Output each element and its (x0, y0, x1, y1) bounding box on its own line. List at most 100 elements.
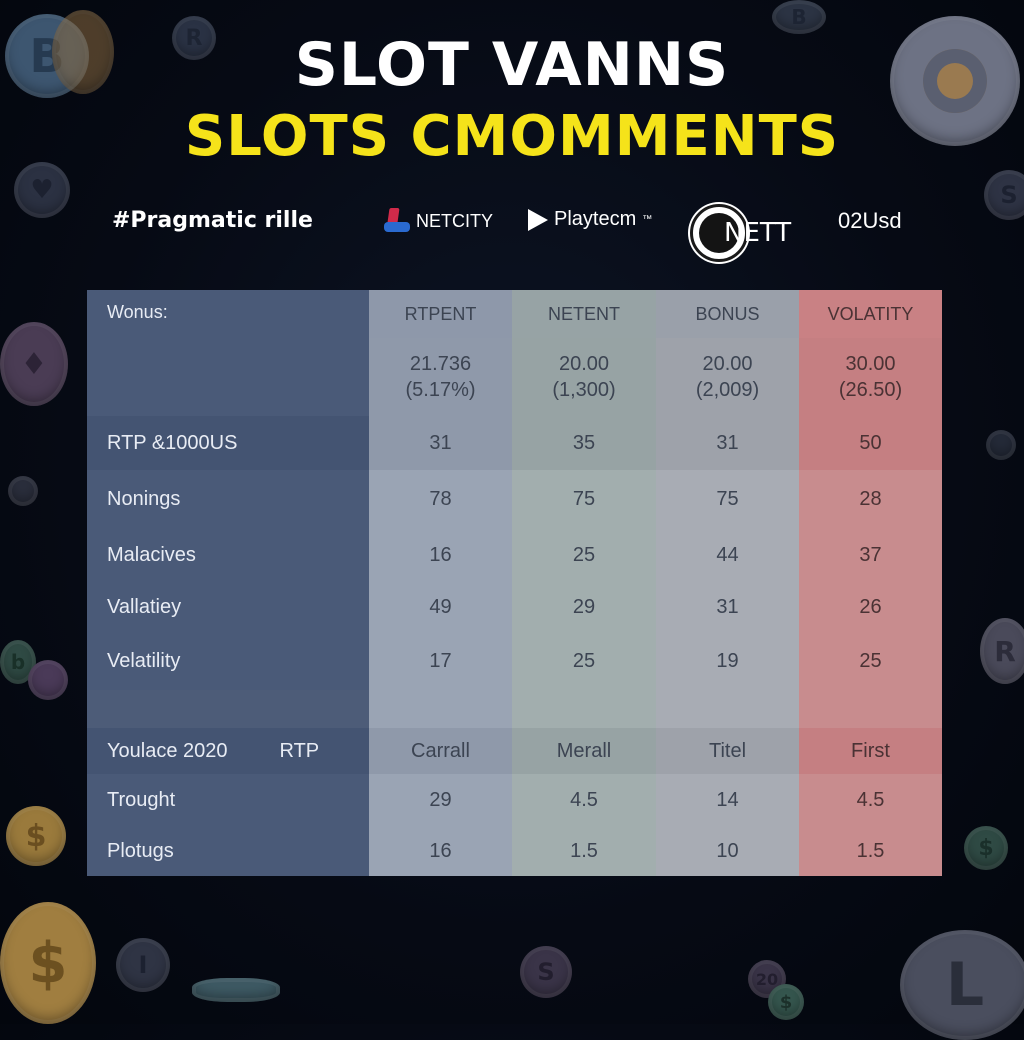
table-cell: 78 (369, 470, 512, 528)
page-title: SLOT VANNS (294, 30, 730, 100)
section-cell: Merall (512, 728, 656, 774)
summary-row: 21.736 (5.17%) 20.00 (1,300) 20.00 (2,009) … (87, 338, 942, 416)
summary-value: 20.00 (702, 353, 753, 375)
table-cell: 31 (656, 416, 799, 470)
column-header: VOLATITY (799, 290, 942, 338)
column-header: BONUS (656, 290, 799, 338)
corner-label: Wonus: (87, 290, 369, 416)
provider-02usd-label: 02Usd (838, 208, 902, 233)
coin-icon (28, 660, 68, 700)
table-cell: 49 (369, 582, 512, 632)
summary-value: 21.736 (409, 353, 472, 375)
table-cell: 44 (656, 528, 799, 582)
spacer-row (87, 690, 942, 728)
row-label: Trought (87, 774, 369, 826)
table-cell: 1.5 (799, 826, 942, 876)
table-cell: 31 (656, 582, 799, 632)
section-label-text: Youlace 2020 (107, 739, 228, 762)
summary-value: 20.00 (558, 353, 610, 375)
table-cell: 14 (656, 774, 799, 826)
section-cell: First (799, 728, 942, 774)
section-label: Youlace 2020 RTP (87, 728, 369, 774)
coin-icon: b (0, 640, 36, 684)
column-header: NETENT (512, 290, 656, 338)
table-cell: 29 (369, 774, 512, 826)
coin-icon: B (772, 0, 826, 34)
page-subtitle: SLOTS CMOMMENTS (184, 104, 840, 169)
coin-icon: $ (768, 984, 804, 1020)
trademark-mark: ™ (642, 214, 653, 225)
summary-sub: (1,300) (552, 379, 616, 401)
coin-icon: $ (964, 826, 1008, 870)
table-row: Plotugs 16 1.5 10 1.5 (87, 826, 942, 876)
row-label: Vallatiey (87, 582, 369, 632)
summary-cell: 20.00 (1,300) (512, 338, 656, 416)
table-cell: 16 (369, 528, 512, 582)
compass-icon (923, 49, 987, 113)
table-row: Vallatiey 49 29 31 26 (87, 582, 942, 632)
summary-sub: (26.50) (838, 379, 903, 401)
table-cell: 35 (512, 416, 656, 470)
row-label: Velatility (87, 632, 369, 690)
provider-playtecm: Playtecm ™ (528, 208, 652, 231)
provider-nett: NETT (690, 204, 791, 262)
table-cell: 16 (369, 826, 512, 876)
row-label: Malacives (87, 528, 369, 582)
table-cell: 29 (512, 582, 656, 632)
row-label: Nonings (87, 470, 369, 528)
table-cell: 17 (369, 632, 512, 690)
coin-icon (8, 476, 38, 506)
provider-02usd: 02Usd (838, 208, 902, 234)
section-header-row: Youlace 2020 RTP Carrall Merall Titel Fir… (87, 728, 942, 774)
provider-nett-label: NETT (724, 218, 792, 248)
coin-icon: I (116, 938, 170, 992)
summary-cell: 30.00 (26.50) (799, 338, 942, 416)
table-cell: 1.5 (512, 826, 656, 876)
section-sublabel: RTP (279, 739, 320, 762)
provider-netcity: NETCITY (384, 208, 493, 234)
coin-icon (986, 430, 1016, 460)
section-cell: Titel (656, 728, 799, 774)
provider-pragmatic: #Pragmatic rille (112, 208, 313, 233)
table-cell: 4.5 (799, 774, 942, 826)
table-cell: 37 (799, 528, 942, 582)
summary-cell: 21.736 (5.17%) (369, 338, 512, 416)
table-row: Malacives 16 25 44 37 (87, 528, 942, 582)
table-row: Trought 29 4.5 14 4.5 (87, 774, 942, 826)
coin-icon: $ (0, 902, 96, 1024)
coin-icon: L (900, 930, 1024, 1040)
coin-icon: $ (6, 806, 66, 866)
summary-sub: (2,009) (695, 379, 760, 401)
coin-icon: R (172, 16, 216, 60)
comparison-table: Wonus: RTPENT NETENT BONUS VOLATITY 21.7… (87, 290, 942, 876)
table-cell: 28 (799, 470, 942, 528)
summary-cell: 20.00 (2,009) (656, 338, 799, 416)
table-cell: 50 (799, 416, 942, 470)
row-label: RTP &1000US (87, 416, 369, 470)
column-header: RTPENT (369, 290, 512, 338)
coin-icon (192, 978, 280, 1002)
coin-icon: R (980, 618, 1024, 684)
section-cell: Carrall (369, 728, 512, 774)
play-arrow-icon (528, 208, 548, 231)
table-cell: 75 (656, 470, 799, 528)
table-row: Nonings 78 75 75 28 (87, 470, 942, 528)
coin-icon: S (984, 170, 1024, 220)
table-cell: 31 (369, 416, 512, 470)
table-cell: 75 (512, 470, 656, 528)
corner-label-text: Wonus: (107, 302, 168, 322)
coin-icon: ♥ (14, 162, 70, 218)
coin-icon (52, 10, 114, 94)
table-cell: 25 (512, 528, 656, 582)
table-cell: 19 (656, 632, 799, 690)
coin-icon (890, 16, 1020, 146)
provider-playtecm-label: Playtecm (554, 208, 637, 230)
coin-icon: ♦ (0, 322, 68, 406)
provider-pragmatic-label: #Pragmatic rille (112, 208, 313, 233)
coin-icon: S (520, 946, 572, 998)
table-cell: 10 (656, 826, 799, 876)
summary-sub: (5.17%) (405, 379, 476, 401)
playstation-logo-icon (384, 208, 410, 234)
table-row: Velatility 17 25 19 25 (87, 632, 942, 690)
row-label: Plotugs (87, 826, 369, 876)
